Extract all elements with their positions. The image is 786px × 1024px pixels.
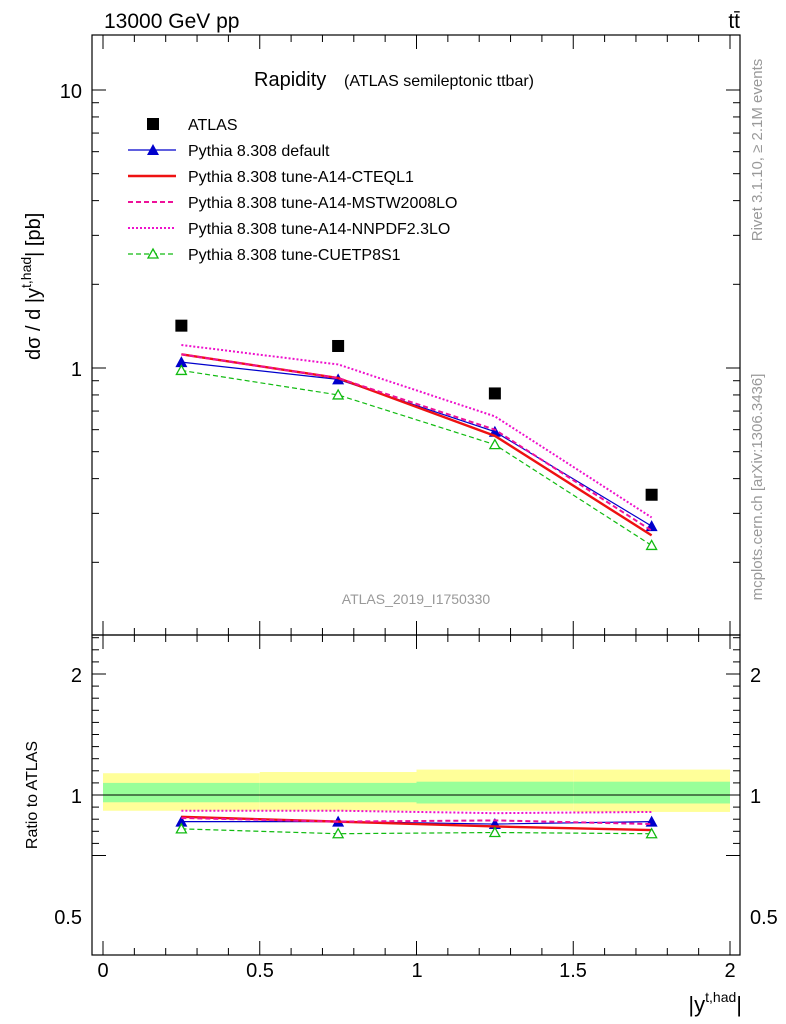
y-axis-label: dσ / d |yt,had| [pb]	[18, 213, 45, 360]
data-point	[645, 520, 658, 532]
legend-label: ATLAS	[188, 117, 238, 134]
series-line	[181, 353, 653, 537]
ratio-data-point	[645, 827, 658, 839]
ratio-y-tick-2-right: 2	[750, 665, 761, 687]
legend-marker	[147, 144, 159, 155]
ratio-data-point	[332, 827, 345, 839]
plot-title: Rapidity	[254, 69, 326, 91]
main-series-group	[175, 319, 658, 551]
rivet-label: Rivet 3.1.10, ≥ 2.1M events	[749, 59, 766, 242]
x-tick-0: 0	[97, 960, 108, 982]
ratio-data-point	[175, 822, 188, 834]
uncertainty-band-stat	[259, 782, 417, 803]
uncertainty-band-stat	[103, 782, 260, 803]
ratio-y-tick-0-5-right: 0.5	[750, 907, 778, 929]
ratio-y-tick-1-right: 1	[750, 786, 761, 808]
data-point	[175, 319, 188, 332]
ratio-y-tick-2-left: 2	[71, 665, 82, 687]
x-tick-0-5: 0.5	[246, 960, 274, 982]
legend-marker	[147, 118, 159, 130]
uncertainty-band-stat	[573, 781, 730, 804]
ratio-series-group	[175, 809, 658, 839]
data-point	[332, 339, 345, 352]
main-panel: 1 10 Rapidity (ATLAS semileptonic ttbar)…	[60, 34, 741, 636]
y-axis-label-unit: | [pb]	[23, 213, 45, 257]
energy-label: 13000 GeV pp	[104, 10, 239, 33]
legend-label: Pythia 8.308 default	[188, 143, 330, 160]
data-point	[488, 387, 501, 400]
ratio-panel: 0.5 1 2 0.5 1 2 0 0.5 1 1.5 2	[54, 634, 778, 982]
x-axis-label-text: |y	[688, 992, 705, 1017]
data-point	[332, 388, 345, 400]
legend: ATLAS Pythia 8.308 default Pythia 8.308 tu…	[128, 117, 457, 264]
x-axis-label-end: |	[736, 992, 742, 1017]
legend-label: Pythia 8.308 tune-A14-NNPDF2.3LO	[188, 221, 450, 238]
uncertainty-band-stat	[416, 781, 574, 804]
ratio-y-tick-1-left: 1	[71, 786, 82, 808]
data-point	[645, 539, 658, 551]
legend-marker	[146, 247, 160, 259]
series-line	[181, 343, 653, 519]
y-axis-label-text: dσ / d |y	[23, 288, 45, 360]
mcplots-label: mcplots.cern.ch [arXiv:1306.3436]	[749, 374, 766, 601]
x-tick-2: 2	[724, 960, 735, 982]
ratio-y-tick-0-5-left: 0.5	[54, 907, 82, 929]
main-y-ticks	[92, 35, 740, 635]
legend-label: Pythia 8.308 tune-A14-MSTW2008LO	[188, 195, 457, 212]
ratio-series-line	[181, 821, 652, 825]
x-axis-label-sup: t,had	[705, 989, 736, 1005]
data-point	[645, 488, 658, 501]
ratio-data-point	[488, 826, 501, 838]
series-line	[181, 361, 652, 527]
data-point	[488, 438, 501, 450]
process-label: tt̄	[728, 10, 740, 33]
ratio-series-line	[181, 816, 652, 826]
x-tick-1-5: 1.5	[559, 960, 587, 982]
plot-subtitle: (ATLAS semileptonic ttbar)	[344, 73, 534, 90]
x-tick-1: 1	[411, 960, 422, 982]
ratio-series-line	[181, 828, 652, 835]
ratio-bands	[103, 769, 730, 812]
y-axis-label-sup: t,had	[18, 257, 34, 288]
ratio-data-point	[175, 815, 188, 827]
ratio-y-axis-label: Ratio to ATLAS	[24, 741, 41, 849]
legend-label: Pythia 8.308 tune-CUETP8S1	[188, 247, 401, 264]
ratio-series-line	[181, 815, 652, 832]
series-line	[181, 369, 652, 546]
y-tick-10: 10	[60, 81, 82, 103]
y-tick-1: 1	[71, 359, 82, 381]
series-line	[181, 353, 653, 532]
legend-label: Pythia 8.308 tune-A14-CTEQL1	[188, 169, 414, 186]
data-point	[175, 364, 188, 376]
watermark: ATLAS_2019_I1750330	[342, 591, 491, 607]
x-axis-label: |yt,had|	[688, 989, 742, 1017]
data-point	[175, 356, 188, 368]
